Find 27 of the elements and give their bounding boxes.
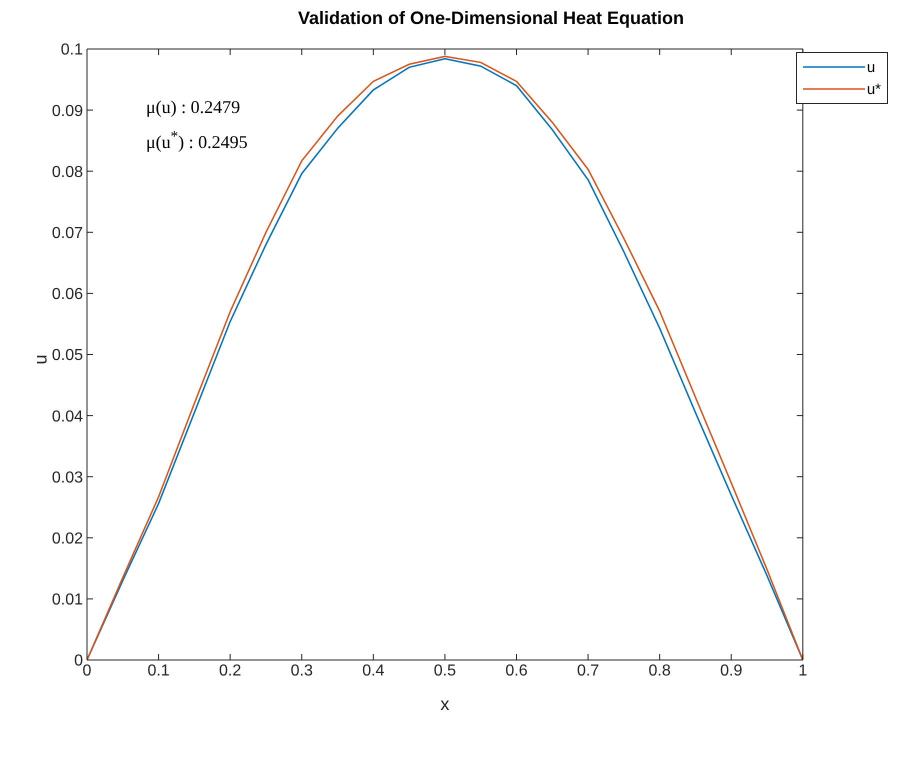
legend-label: u xyxy=(866,58,876,76)
annotation: μ(u$^{*}$) : 0.2495 xyxy=(146,128,248,154)
y-tick-label: 0.06 xyxy=(52,286,84,304)
x-tick-label: 0.8 xyxy=(648,662,671,680)
x-tick-label: 0.1 xyxy=(147,662,170,680)
y-tick-label: 0.07 xyxy=(52,224,84,242)
chart-title: Validation of One-Dimensional Heat Equation xyxy=(296,8,686,29)
x-tick-label: 0.5 xyxy=(434,662,456,680)
y-tick-label: 0.02 xyxy=(52,530,84,548)
y-tick-label: 0.05 xyxy=(52,347,84,364)
x-tick-label: 0.9 xyxy=(720,662,742,680)
x-tick-label: 0.2 xyxy=(219,662,242,680)
x-tick-label: 0.4 xyxy=(362,662,385,680)
legend-label: u* xyxy=(866,80,881,98)
x-tick-label: 0.7 xyxy=(576,662,600,680)
x-tick-label: 1 xyxy=(798,662,808,680)
y-tick-label: 0.09 xyxy=(52,102,84,120)
y-tick-label: 0.04 xyxy=(52,408,84,426)
y-tick-label: 0.08 xyxy=(52,164,84,181)
x-tick-label: 0.6 xyxy=(505,662,528,680)
y-axis-title: u xyxy=(30,354,50,365)
annotation: μ(u) : 0.2479 xyxy=(146,96,242,119)
y-tick-label: 0.01 xyxy=(52,592,84,609)
x-axis-title: x xyxy=(440,694,450,714)
y-tick-label: 0.1 xyxy=(60,42,84,59)
x-tick-label: 0.3 xyxy=(290,662,313,680)
y-tick-label: 0.03 xyxy=(52,469,84,486)
